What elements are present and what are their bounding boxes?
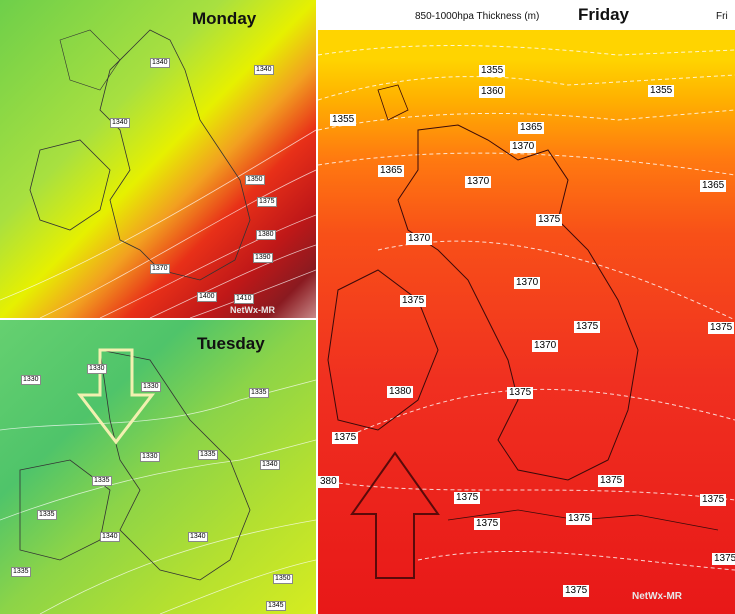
contour-label: 1375 [598,475,625,487]
contour-label: 1340 [110,118,130,128]
contour-label: 1370 [465,176,492,188]
contour-label: 1375 [454,492,481,504]
contour-label: 1340 [188,532,208,542]
monday-map-panel: Monday 1340 1340 1340 1350 1375 1380 139… [0,0,316,318]
tuesday-map-panel: Tuesday 1330 1330 1330 1335 1330 1335 13… [0,320,316,614]
contour-label: 1375 [400,295,427,307]
contour-label: 1335 [37,510,57,520]
contour-label: 1370 [532,340,559,352]
contour-label: 380 [318,476,339,488]
contour-label: 1375 [574,321,601,333]
contour-label: 1375 [507,387,534,399]
contour-label: 1375 [566,513,593,525]
contour-label: 1365 [378,165,405,177]
contour-label: 1410 [234,294,254,304]
contour-label: 1330 [87,364,107,374]
contour-label: 1380 [256,230,276,240]
friday-header-strip [318,0,735,30]
contour-label: 1340 [260,460,280,470]
contour-label: 1375 [474,518,501,530]
contour-label: 1350 [245,175,265,185]
monday-credit: NetWx-MR [230,305,275,315]
contour-label: 1340 [254,65,274,75]
contour-label: 1375 [332,432,359,444]
contour-label: 1375 [708,322,735,334]
contour-label: 1350 [273,574,293,584]
friday-header-label: 850-1000hpa Thickness (m) [415,11,540,22]
contour-label: 1330 [21,375,41,385]
contour-label: 1355 [479,65,506,77]
friday-header-right: Fri [716,11,728,22]
warm-air-arrow-icon [350,451,440,579]
contour-label: 1370 [514,277,541,289]
tuesday-title: Tuesday [197,334,265,353]
contour-label: 1375 [536,214,563,226]
contour-label: 1370 [510,141,537,153]
contour-label: 1330 [140,452,160,462]
friday-credit: NetWx-MR [632,591,682,602]
contour-label: 1365 [700,180,727,192]
friday-map-panel: 850-1000hpa Thickness (m) Fri Friday 135… [318,0,735,614]
contour-label: 1365 [518,122,545,134]
contour-label: 1375 [712,553,735,565]
contour-label: 1335 [92,476,112,486]
contour-label: 1335 [198,450,218,460]
contour-label: 1375 [700,494,727,506]
contour-label: 1355 [330,114,357,126]
contour-label: 1330 [141,382,161,392]
contour-label: 1335 [249,388,269,398]
contour-label: 1335 [11,567,31,577]
contour-label: 1370 [150,264,170,274]
cold-arrow-icon [76,348,156,445]
contour-label: 1375 [257,197,277,207]
contour-label: 1340 [100,532,120,542]
friday-title: Friday [578,5,630,24]
monday-title: Monday [192,9,257,28]
contour-label: 1390 [253,253,273,263]
contour-label: 1360 [479,86,506,98]
contour-label: 1375 [563,585,590,597]
contour-label: 1340 [150,58,170,68]
contour-label: 1380 [387,386,414,398]
contour-label: 1345 [266,601,286,611]
contour-label: 1355 [648,85,675,97]
contour-label: 1400 [197,292,217,302]
contour-label: 1370 [406,233,433,245]
